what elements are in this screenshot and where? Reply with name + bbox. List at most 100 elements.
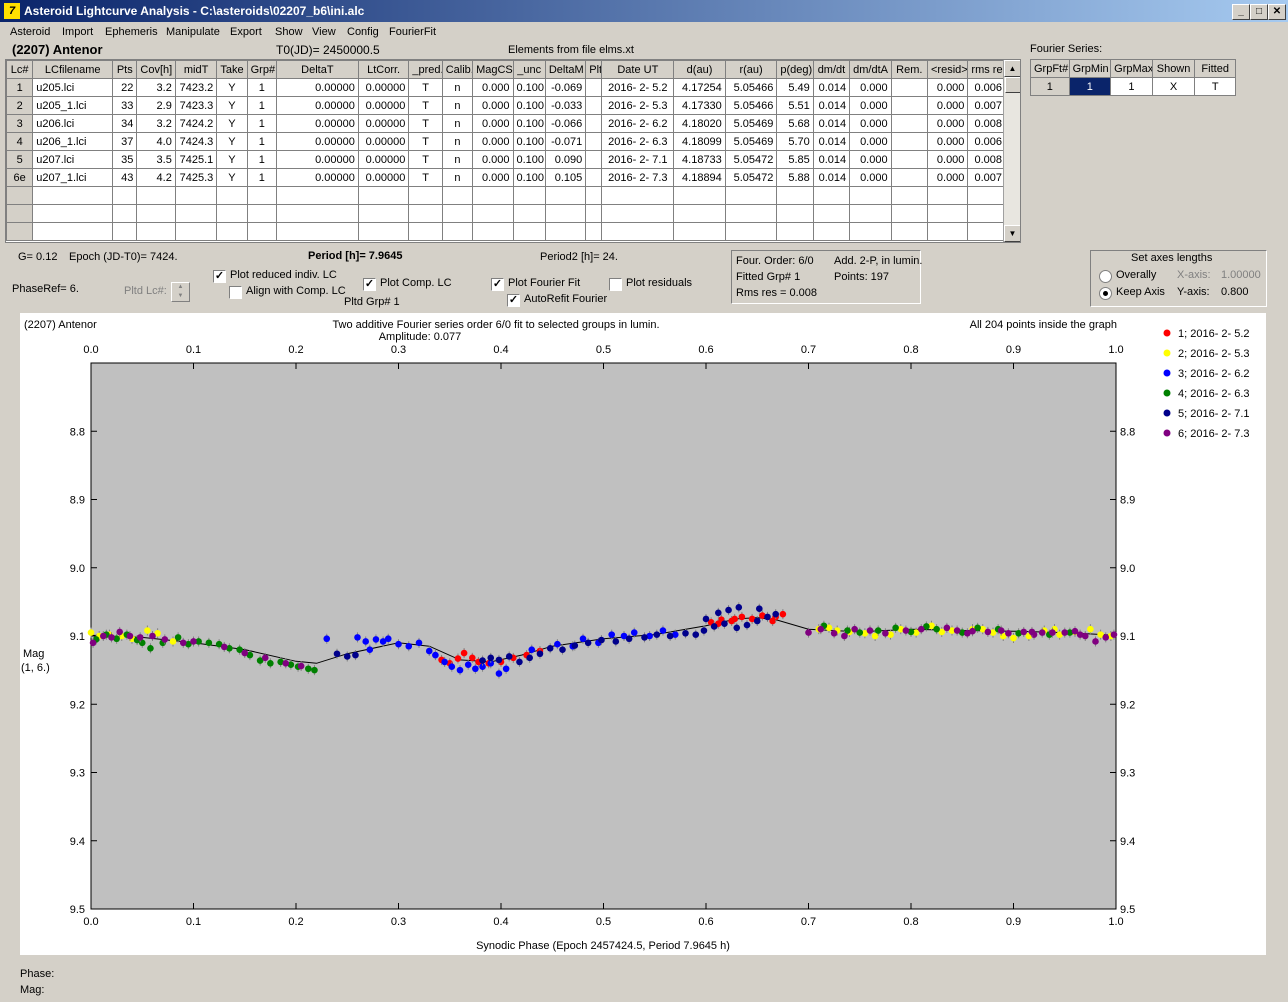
table-cell[interactable]: 0.100 (512, 114, 546, 133)
table-cell[interactable]: 0.000 (472, 96, 514, 115)
table-cell[interactable] (890, 168, 928, 187)
empty-cell[interactable] (544, 204, 587, 223)
table-cell[interactable]: 5.85 (776, 150, 814, 169)
table-cell[interactable]: 4.17254 (673, 78, 726, 97)
table-cell[interactable]: 1 (246, 150, 277, 169)
keep-axis-radio[interactable] (1099, 287, 1112, 300)
empty-cell[interactable] (673, 204, 726, 223)
table-cell[interactable]: 22 (112, 78, 138, 97)
table-cell[interactable]: 0.007 (967, 96, 1006, 115)
table-cell[interactable]: 0.00000 (275, 168, 359, 187)
menu-fourierfit[interactable]: FourierFit (389, 26, 437, 38)
table-cell[interactable]: 0.000 (472, 150, 514, 169)
empty-cell[interactable] (6, 222, 34, 241)
table-cell[interactable]: 7424.3 (174, 132, 218, 151)
fourier-table[interactable]: GrpFt# GrpMin GrpMax Shown Fitted 1 1 1 … (1030, 59, 1236, 96)
empty-cell[interactable] (32, 204, 114, 223)
table-cell[interactable]: 5.05466 (724, 78, 778, 97)
table-cell[interactable]: 4.2 (136, 168, 176, 187)
table-cell[interactable]: 0.000 (849, 96, 892, 115)
empty-cell[interactable] (216, 222, 248, 241)
table-cell[interactable]: 2016- 2- 7.3 (601, 168, 675, 187)
table-cell[interactable]: 37 (112, 132, 138, 151)
table-cell[interactable]: T (408, 96, 443, 115)
table-cell[interactable]: 0.000 (472, 132, 514, 151)
plot-comp-label[interactable]: Plot Comp. LC (380, 277, 452, 289)
table-cell[interactable]: Y (216, 96, 248, 115)
table-cell[interactable]: -0.069 (544, 78, 587, 97)
empty-cell[interactable] (512, 222, 546, 241)
table-cell[interactable]: 0.100 (512, 168, 546, 187)
minimize-button[interactable]: _ (1232, 4, 1250, 20)
table-cell[interactable]: 3.2 (136, 114, 176, 133)
empty-cell[interactable] (246, 186, 277, 205)
table-col-header[interactable]: <resid> (926, 60, 969, 79)
empty-table-row[interactable] (6, 186, 1006, 205)
spin-down-icon[interactable]: ▼ (177, 293, 184, 299)
table-cell[interactable]: 4.18733 (673, 150, 726, 169)
empty-cell[interactable] (890, 186, 928, 205)
table-col-header[interactable]: _unc (512, 60, 546, 79)
table-cell[interactable]: 5.68 (776, 114, 814, 133)
table-cell[interactable]: 0.100 (512, 132, 546, 151)
table-cell[interactable]: 0.00000 (275, 96, 359, 115)
empty-cell[interactable] (601, 222, 675, 241)
table-cell[interactable]: 2016- 2- 5.3 (601, 96, 675, 115)
keep-axis-label[interactable]: Keep Axis (1116, 286, 1165, 298)
empty-cell[interactable] (136, 222, 176, 241)
empty-cell[interactable] (357, 204, 410, 223)
row-header-cell[interactable]: 5 (6, 150, 34, 169)
align-comp-label[interactable]: Align with Comp. LC (246, 285, 346, 297)
menu-export[interactable]: Export (230, 26, 262, 38)
table-cell[interactable] (890, 132, 928, 151)
table-col-header[interactable]: Calib. (441, 60, 474, 79)
table-cell[interactable]: 0.000 (472, 114, 514, 133)
overally-radio[interactable] (1099, 270, 1112, 283)
table-cell[interactable]: 0.014 (812, 114, 851, 133)
table-cell[interactable]: 0.100 (512, 150, 546, 169)
table-cell[interactable]: 2016- 2- 5.2 (601, 78, 675, 97)
empty-cell[interactable] (512, 186, 546, 205)
table-cell[interactable]: T (408, 114, 443, 133)
empty-cell[interactable] (441, 222, 474, 241)
plot-reduced-label[interactable]: Plot reduced indiv. LC (230, 269, 337, 281)
table-cell[interactable]: 0.000 (472, 168, 514, 187)
table-col-header[interactable]: _pred. (408, 60, 443, 79)
table-cell[interactable]: 0.00000 (357, 114, 410, 133)
table-cell[interactable]: 0.00000 (357, 78, 410, 97)
table-cell[interactable]: 0.000 (926, 132, 969, 151)
fourier-cell-fitted[interactable]: T (1194, 77, 1236, 96)
table-cell[interactable]: n (441, 132, 474, 151)
table-cell[interactable]: 1 (246, 168, 277, 187)
table-cell[interactable]: u205.lci (32, 78, 114, 97)
table-col-header[interactable]: Take (216, 60, 248, 79)
scroll-up-icon[interactable]: ▲ (1004, 60, 1020, 77)
table-cell[interactable]: 5.05469 (724, 132, 778, 151)
menu-import[interactable]: Import (62, 26, 94, 38)
plot-reduced-checkbox[interactable]: ✓ (213, 270, 226, 283)
empty-cell[interactable] (136, 186, 176, 205)
table-cell[interactable]: 0.006 (967, 132, 1006, 151)
close-button[interactable]: ✕ (1268, 4, 1286, 20)
empty-cell[interactable] (136, 204, 176, 223)
lightcurve-plot[interactable]: (2207) Antenor Two additive Fourier seri… (20, 313, 1266, 955)
autorefit-label[interactable]: AutoRefit Fourier (524, 293, 608, 305)
table-cell[interactable]: 0.100 (512, 96, 546, 115)
empty-cell[interactable] (275, 204, 359, 223)
fourier-cell-grpft[interactable]: 1 (1030, 77, 1070, 96)
plot-fourier-checkbox[interactable]: ✓ (491, 278, 504, 291)
table-cell[interactable]: 5.70 (776, 132, 814, 151)
table-cell[interactable]: Y (216, 150, 248, 169)
table-cell[interactable]: n (441, 150, 474, 169)
table-cell[interactable]: 3.2 (136, 78, 176, 97)
menu-ephemeris[interactable]: Ephemeris (105, 26, 158, 38)
table-cell[interactable]: 1 (246, 114, 277, 133)
fourier-cell-shown[interactable]: X (1151, 77, 1196, 96)
empty-cell[interactable] (32, 186, 114, 205)
empty-cell[interactable] (472, 186, 514, 205)
table-cell[interactable]: 0.000 (472, 78, 514, 97)
table-cell[interactable]: 0.008 (967, 150, 1006, 169)
scroll-down-icon[interactable]: ▼ (1004, 225, 1020, 242)
